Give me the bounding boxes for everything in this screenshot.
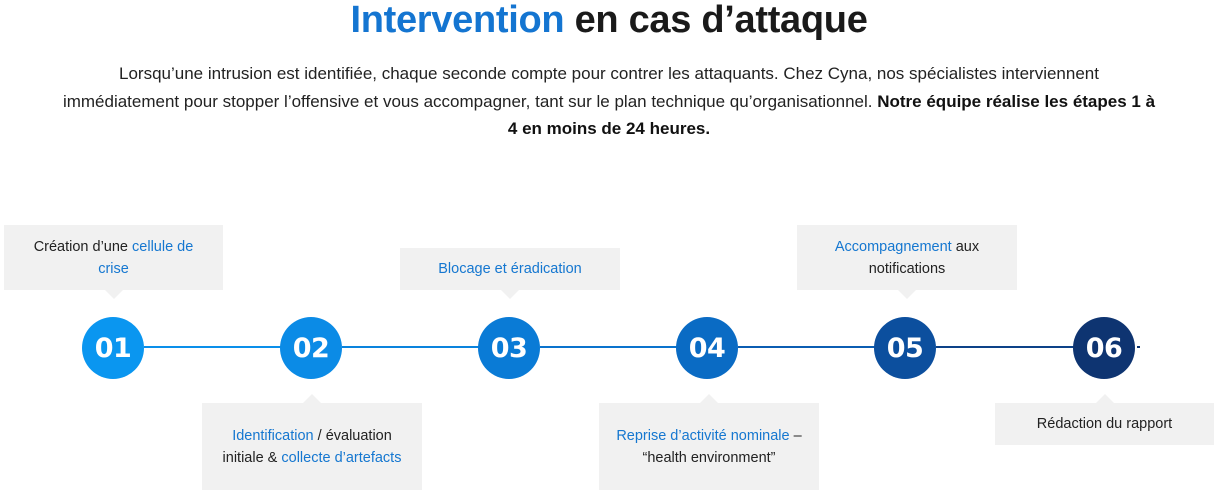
step-circle-01: 01 <box>82 317 144 379</box>
step-highlight: Accompagnement <box>834 238 952 255</box>
step-circle-02: 02 <box>280 317 342 379</box>
timeline-connector-5 <box>936 346 1074 348</box>
step-box-04: Reprise d’activité nominale – “health en… <box>599 394 819 490</box>
step-circle-03: 03 <box>478 317 540 379</box>
timeline-connector-3 <box>540 346 678 348</box>
step-highlight: Blocage et éradication <box>438 261 582 277</box>
step-label-04: Reprise d’activité nominale – “health en… <box>613 425 805 469</box>
step-number: 05 <box>886 332 924 364</box>
intro-bold: Notre équipe réalise les étapes 1 à 4 en… <box>507 91 1156 139</box>
timeline-connector-2 <box>342 346 480 348</box>
step-highlight: Identification <box>232 427 314 444</box>
title-accent: Intervention <box>350 0 565 41</box>
step-text: Création d’une <box>33 238 133 255</box>
timeline-connector-4 <box>738 346 876 348</box>
title-rest: en cas d’attaque <box>564 0 868 41</box>
page-title: Intervention en cas d’attaque <box>0 0 1218 40</box>
step-number: 02 <box>292 332 330 364</box>
step-label-06: Rédaction du rapport <box>1036 416 1173 432</box>
step-text: / évaluation initiale & <box>222 427 392 466</box>
step-circle-05: 05 <box>874 317 936 379</box>
intro-paragraph: Lorsqu’une intrusion est identifiée, cha… <box>60 60 1158 143</box>
step-label-02: Identification / évaluation initiale & c… <box>216 425 408 469</box>
step-box-03: Blocage et éradication <box>400 248 620 299</box>
step-text: aux notifications <box>868 238 980 277</box>
step-text: – “health environment” <box>642 427 802 466</box>
step-highlight: cellule de crise <box>98 238 194 277</box>
step-label-01: Création d’une cellule de crise <box>18 236 209 280</box>
step-box-05: Accompagnement aux notifications <box>797 225 1017 299</box>
step-label-05: Accompagnement aux notifications <box>811 236 1003 280</box>
step-label-03: Blocage et éradication <box>438 258 582 280</box>
step-box-01: Création d’une cellule de crise <box>4 225 223 299</box>
step-box-06: Rédaction du rapport <box>995 394 1214 445</box>
step-highlight: Reprise d’activité nominale <box>616 427 790 444</box>
intro-text: Lorsqu’une intrusion est identifiée, cha… <box>62 64 1099 111</box>
step-number: 06 <box>1085 332 1123 364</box>
step-circle-06: 06 <box>1073 317 1135 379</box>
timeline-tail <box>1137 346 1140 348</box>
step-circle-04: 04 <box>676 317 738 379</box>
step-box-02: Identification / évaluation initiale & c… <box>202 394 422 490</box>
step-number: 01 <box>94 332 132 364</box>
timeline-connector-1 <box>144 346 282 348</box>
step-number: 04 <box>688 332 726 364</box>
step-highlight: collecte d’artefacts <box>281 449 402 466</box>
step-number: 03 <box>490 332 528 364</box>
